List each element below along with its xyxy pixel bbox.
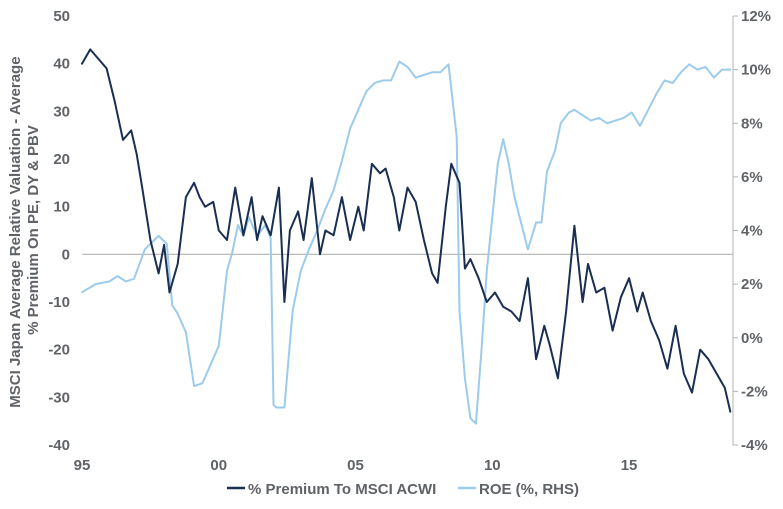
y-axis-title-line-2: % Premium On PE, DY & PBV: [25, 125, 42, 335]
y-tick-label: 30: [53, 103, 70, 120]
y2-tick-label: 8%: [741, 115, 763, 132]
plot-area: [81, 16, 734, 445]
y-tick-label: 10: [53, 199, 70, 216]
y2-tick-label: 4%: [741, 223, 763, 240]
x-tick-label: 05: [347, 457, 364, 474]
legend: % Premium To MSCI ACWI ROE (%, RHS): [227, 481, 579, 498]
y2-tick-label: 0%: [741, 330, 763, 347]
y-axis-title: MSCI Japan Average Relative Valuation - …: [7, 52, 42, 407]
x-tick-label: 95: [74, 457, 91, 474]
y2-tick-label: 6%: [741, 169, 763, 186]
y2-tick-label: -2%: [741, 383, 768, 400]
right-axis: 12% 10% 8% 6% 4% 2% 0% -2% -4%: [733, 8, 771, 454]
y-tick-label: 40: [53, 56, 70, 73]
y2-tick-label: -4%: [741, 437, 768, 454]
legend-label-premium: % Premium To MSCI ACWI: [248, 481, 436, 498]
x-axis: 95 00 05 10 15: [74, 457, 638, 474]
y-tick-label: 0: [62, 246, 70, 263]
y-tick-label: 50: [53, 8, 70, 25]
left-axis: 50 40 30 20 10 0 -10 -20 -30 -40: [48, 8, 70, 454]
y-tick-label: -20: [48, 342, 70, 359]
series-layer: [81, 48, 732, 425]
y-axis-title-line-1: MSCI Japan Average Relative Valuation - …: [7, 56, 24, 407]
y2-tick-label: 10%: [741, 62, 771, 79]
y-tick-label: -10: [48, 294, 70, 311]
y-tick-label: 20: [53, 151, 70, 168]
y2-tick-label: 2%: [741, 276, 763, 293]
y-tick-label: -30: [48, 389, 70, 406]
series-line-roe: [81, 60, 732, 425]
y-tick-label: -40: [48, 437, 70, 454]
legend-label-roe: ROE (%, RHS): [479, 481, 579, 498]
series-line-premium: [81, 48, 732, 413]
x-tick-label: 10: [484, 457, 501, 474]
x-tick-label: 00: [210, 457, 227, 474]
x-tick-label: 15: [621, 457, 638, 474]
y2-tick-label: 12%: [741, 8, 771, 25]
